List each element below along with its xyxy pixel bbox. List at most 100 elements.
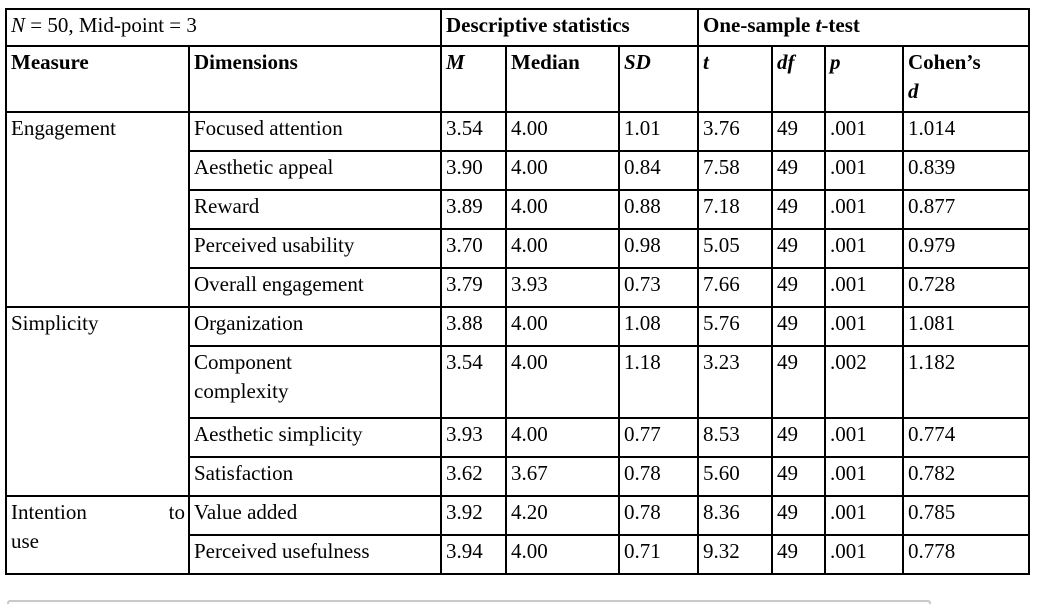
median-cell: 4.00 — [505, 111, 620, 152]
column-header-row: Measure Dimensions M Median SD t df p Co… — [5, 45, 1031, 113]
m-cell: 3.92 — [440, 495, 507, 536]
dimension-cell: Reward — [188, 189, 442, 230]
median-cell: 4.00 — [505, 150, 620, 191]
median-cell: 4.00 — [505, 306, 620, 347]
p-cell: .001 — [824, 495, 904, 536]
statistics-table: N = 50, Mid-point = 3 Descriptive statis… — [5, 8, 1031, 575]
col-header-t: t — [697, 45, 773, 113]
p-cell: .001 — [824, 456, 904, 497]
t-cell: 8.53 — [697, 417, 773, 458]
table-row: Perceived usability 3.70 4.00 0.98 5.05 … — [6, 228, 1031, 269]
cohens-d-cell: 1.014 — [901, 111, 1031, 152]
table-row: Aesthetic appeal 3.90 4.00 0.84 7.58 49 … — [6, 150, 1031, 191]
sd-cell: 0.71 — [618, 534, 699, 575]
median-cell: 4.20 — [505, 495, 620, 536]
t-cell: 7.58 — [697, 150, 773, 191]
m-cell: 3.88 — [440, 306, 507, 347]
dimension-cell: Perceived usability — [188, 228, 442, 269]
p-cell: .001 — [824, 417, 904, 458]
df-cell: 49 — [771, 306, 826, 347]
cohens-d-cell: 0.782 — [901, 456, 1031, 497]
t-cell: 3.76 — [697, 111, 773, 152]
df-cell: 49 — [771, 495, 826, 536]
partial-element-below-table — [7, 600, 931, 604]
col-header-m: M — [440, 45, 507, 113]
t-cell: 5.60 — [697, 456, 773, 497]
t-cell: 9.32 — [697, 534, 773, 575]
dimension-cell: Satisfaction — [188, 456, 442, 497]
measure-word-intention: Intention — [11, 500, 87, 524]
table-row: Satisfaction 3.62 3.67 0.78 5.60 49 .001… — [6, 456, 1031, 497]
t-cell: 5.05 — [697, 228, 773, 269]
cohens-d-symbol: d — [908, 78, 919, 103]
median-cell: 4.00 — [505, 345, 620, 419]
ttest-header-t-symbol: t — [815, 13, 822, 37]
df-cell: 49 — [771, 417, 826, 458]
note-text: = 50, Mid-point = 3 — [25, 13, 197, 37]
df-cell: 49 — [771, 267, 826, 308]
dimension-cell: Perceived usefulness — [188, 534, 442, 575]
df-cell: 49 — [771, 150, 826, 191]
m-cell: 3.89 — [440, 189, 507, 230]
table-row: Reward 3.89 4.00 0.88 7.18 49 .001 0.877 — [6, 189, 1031, 230]
df-cell: 49 — [771, 345, 826, 419]
measure-word-use: use — [11, 528, 39, 553]
dimension-cell: Aesthetic appeal — [188, 150, 442, 191]
m-cell: 3.54 — [440, 111, 507, 152]
sd-cell: 0.73 — [618, 267, 699, 308]
table-row: Intention to use Value added 3.92 4.20 0.… — [5, 495, 1031, 575]
one-sample-ttest-header: One-sample t-test — [696, 8, 1031, 47]
df-cell: 49 — [771, 456, 826, 497]
col-header-sd: SD — [618, 45, 699, 113]
cohens-d-cell: 0.785 — [901, 495, 1031, 536]
cohens-d-cell: 1.182 — [901, 345, 1031, 419]
sample-note-cell: N = 50, Mid-point = 3 — [5, 8, 442, 47]
cohens-d-cell: 0.774 — [901, 417, 1031, 458]
table-row: Component complexity 3.54 4.00 1.18 3.23… — [6, 345, 1031, 419]
p-cell: .001 — [824, 228, 904, 269]
table-row: Simplicity Organization 3.88 4.00 1.08 5… — [5, 306, 1031, 497]
median-cell: 3.67 — [505, 456, 620, 497]
cohens-label: Cohen’s — [908, 50, 981, 74]
dimension-cell: Focused attention — [188, 111, 442, 152]
sd-cell: 0.77 — [618, 417, 699, 458]
m-cell: 3.94 — [440, 534, 507, 575]
df-cell: 49 — [771, 189, 826, 230]
cohens-d-cell: 0.839 — [901, 150, 1031, 191]
measure-cell-intention-to-use: Intention to use — [5, 495, 190, 575]
note-n-symbol: N — [11, 13, 26, 37]
dimension-cell: Organization — [188, 306, 442, 347]
col-header-median: Median — [505, 45, 620, 113]
p-cell: .002 — [824, 345, 904, 419]
df-cell: 49 — [771, 228, 826, 269]
cohens-d-cell: 0.728 — [901, 267, 1031, 308]
m-cell: 3.70 — [440, 228, 507, 269]
p-cell: .001 — [824, 111, 904, 152]
dimension-cell: Value added — [188, 495, 442, 536]
ttest-header-prefix: One-sample — [703, 13, 816, 37]
col-header-df: df — [771, 45, 826, 113]
dimension-cell: Overall engagement — [188, 267, 442, 308]
sd-cell: 0.78 — [618, 495, 699, 536]
table-row: Aesthetic simplicity 3.93 4.00 0.77 8.53… — [6, 417, 1031, 458]
df-cell: 49 — [771, 534, 826, 575]
dimension-cell: Aesthetic simplicity — [188, 417, 442, 458]
t-cell: 5.76 — [697, 306, 773, 347]
median-cell: 4.00 — [505, 417, 620, 458]
sd-cell: 1.01 — [618, 111, 699, 152]
col-header-measure: Measure — [5, 45, 190, 113]
table-row: Overall engagement 3.79 3.93 0.73 7.66 4… — [6, 267, 1031, 308]
ttest-header-suffix: -test — [821, 13, 860, 37]
df-cell: 49 — [771, 111, 826, 152]
t-cell: 8.36 — [697, 495, 773, 536]
table-row: Perceived usefulness 3.94 4.00 0.71 9.32… — [6, 534, 1031, 575]
median-cell: 4.00 — [505, 189, 620, 230]
p-cell: .001 — [824, 189, 904, 230]
descriptive-statistics-header: Descriptive statistics — [440, 8, 699, 47]
sd-cell: 0.88 — [618, 189, 699, 230]
cohens-d-cell: 1.081 — [901, 306, 1031, 347]
dimension-cell: Component complexity — [188, 345, 442, 419]
p-cell: .001 — [824, 150, 904, 191]
t-cell: 7.66 — [697, 267, 773, 308]
